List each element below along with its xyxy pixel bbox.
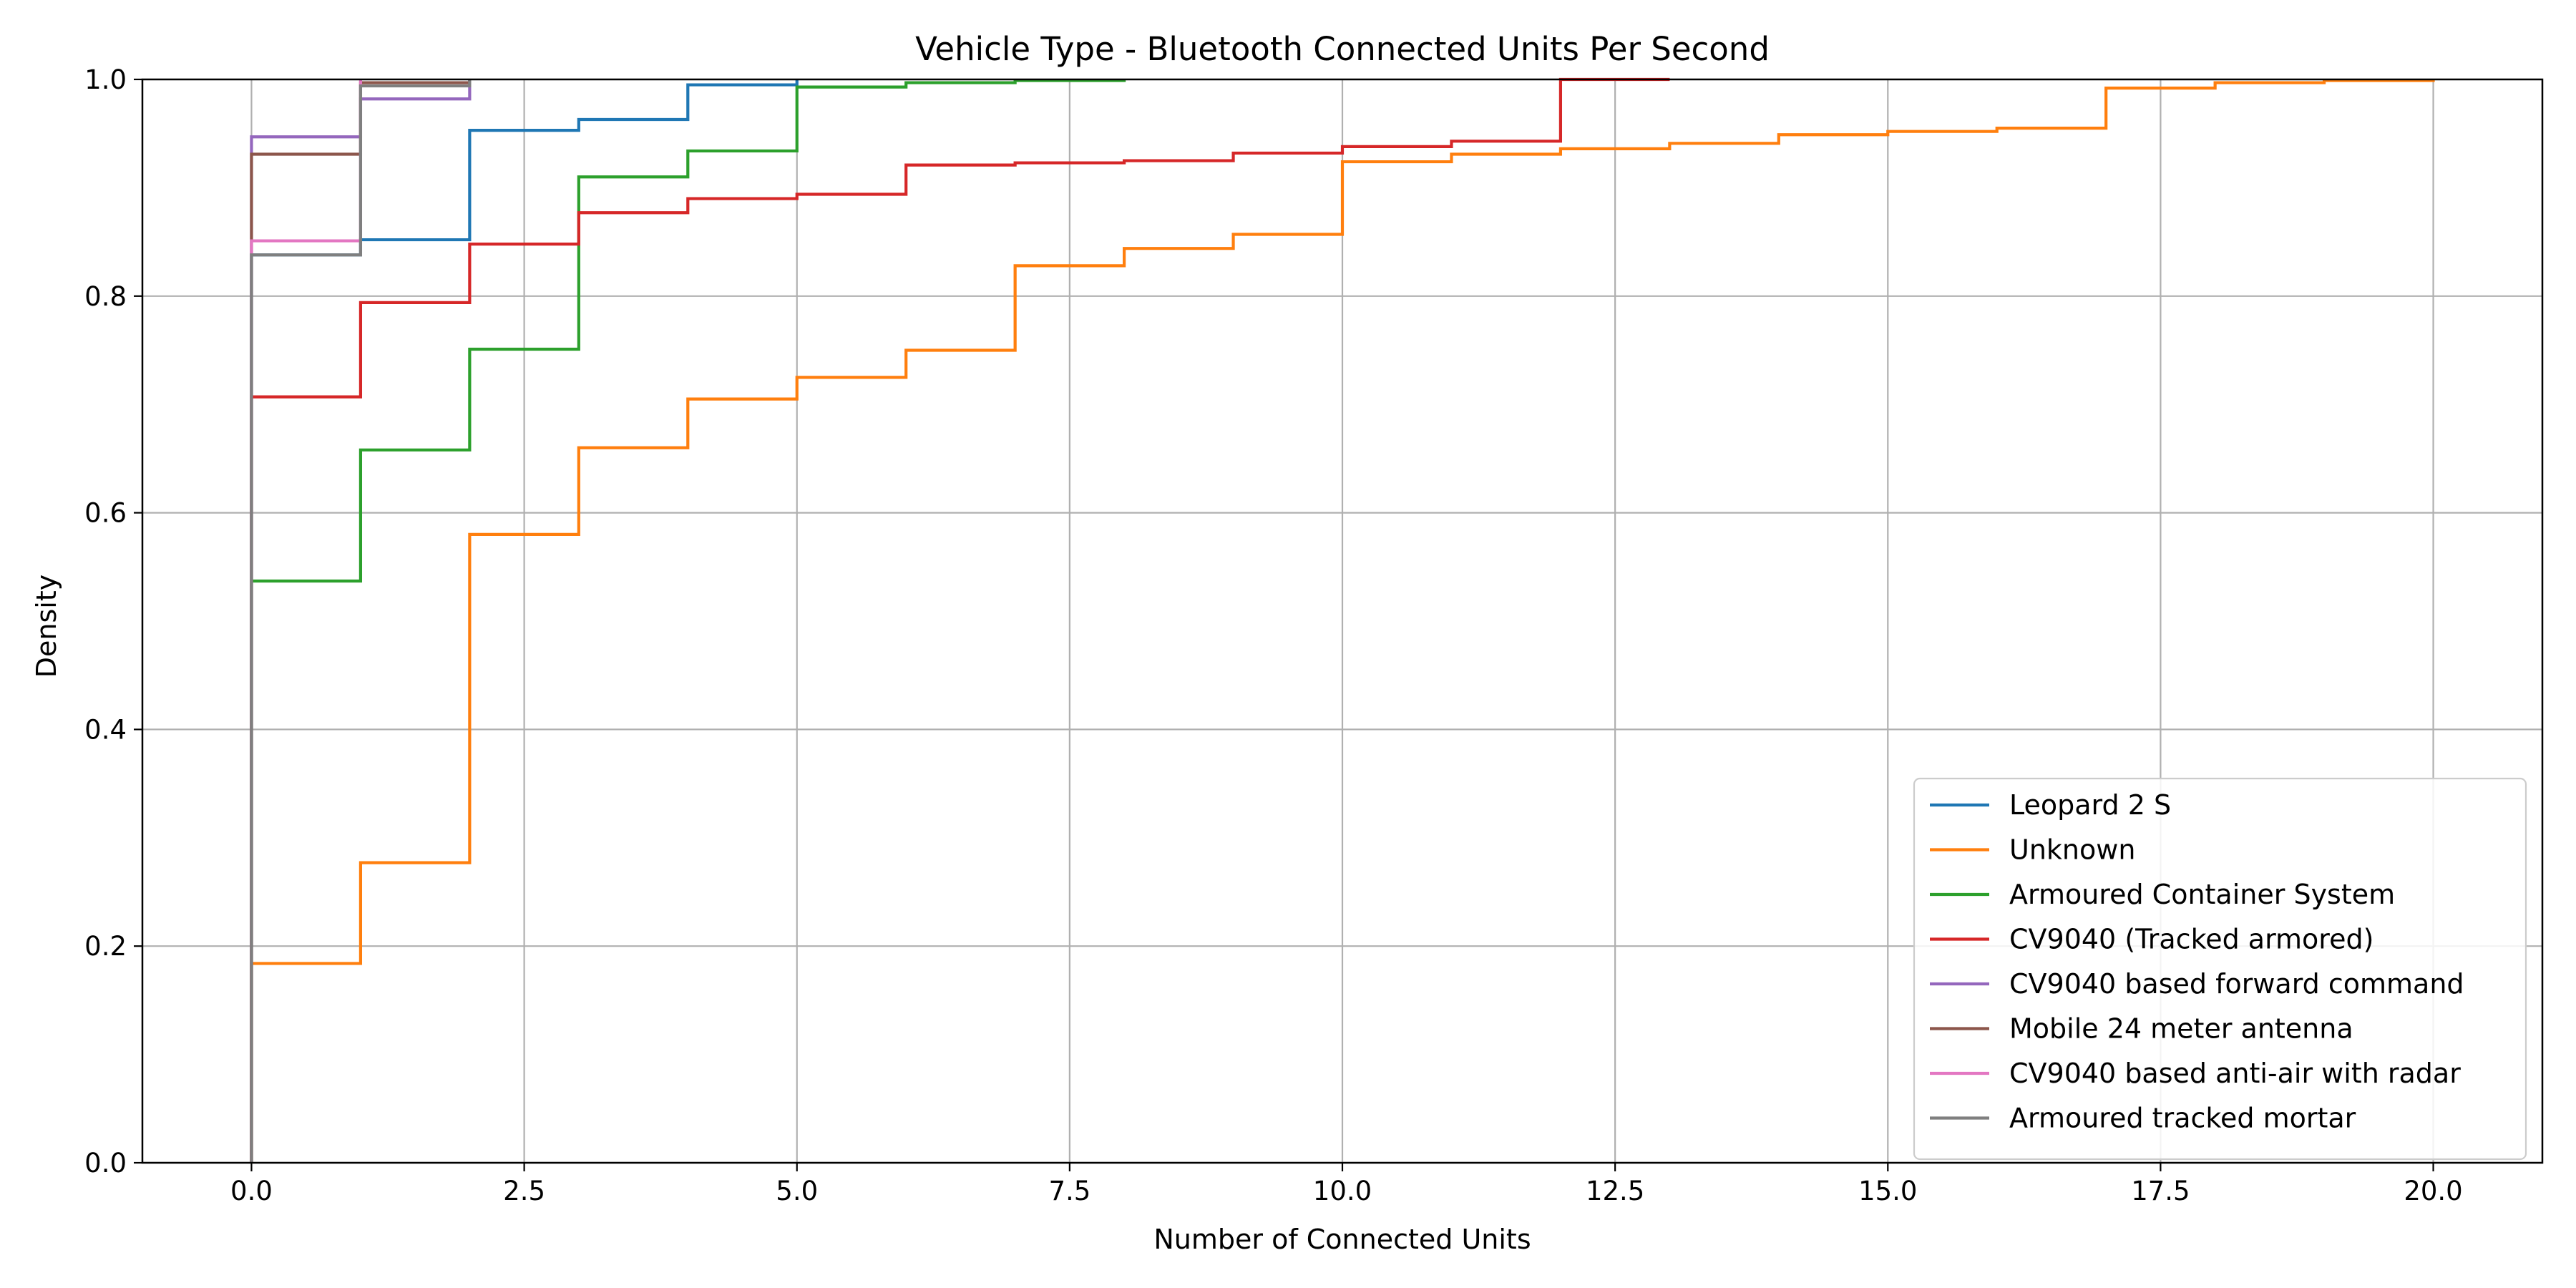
y-tick-label: 0.0	[84, 1148, 127, 1179]
x-tick-label: 15.0	[1858, 1176, 1917, 1206]
y-tick-label: 0.2	[84, 931, 127, 962]
series-layer	[250, 77, 2435, 1163]
legend: Leopard 2 S Unknown Armoured Container Sys…	[1913, 777, 2527, 1161]
y-tick-label: 1.0	[84, 64, 127, 95]
y-axis-title: Density	[31, 575, 62, 678]
x-axis: 0.0 2.5 5.0 7.5 10.0 12.5 15.0 17.5 20.0	[230, 1163, 2463, 1206]
legend-label: Armoured tracked mortar	[2009, 1103, 2356, 1134]
x-axis-title: Number of Connected Units	[1153, 1224, 1531, 1255]
x-tick-label: 7.5	[1048, 1176, 1091, 1206]
legend-label: Mobile 24 meter antenna	[2009, 1013, 2353, 1045]
y-tick-label: 0.8	[84, 281, 127, 312]
series-line-armoured-tracked-mortar	[250, 79, 472, 1163]
series-line-unknown	[250, 79, 2435, 1163]
y-axis: 0.0 0.2 0.4 0.6 0.8 1.0	[84, 64, 142, 1179]
x-tick-label: 2.5	[503, 1176, 545, 1206]
x-tick-label: 5.0	[776, 1176, 818, 1206]
legend-label: CV9040 based anti-air with radar	[2009, 1058, 2461, 1089]
chart-title: Vehicle Type - Bluetooth Connected Units…	[915, 30, 1770, 68]
series-line-armoured-container-system	[250, 79, 1126, 1163]
y-tick-label: 0.6	[84, 498, 127, 529]
x-tick-label: 20.0	[2404, 1176, 2462, 1206]
series-line-cv9040-tracked-armored	[250, 77, 1670, 1163]
legend-label: Leopard 2 S	[2009, 789, 2171, 821]
x-tick-label: 12.5	[1586, 1176, 1644, 1206]
legend-label: Armoured Container System	[2009, 879, 2395, 910]
x-tick-label: 17.5	[2131, 1176, 2190, 1206]
legend-label: Unknown	[2009, 834, 2135, 866]
y-tick-label: 0.4	[84, 714, 127, 745]
legend-box	[1913, 777, 2527, 1161]
legend-label: CV9040 (Tracked armored)	[2009, 924, 2373, 955]
x-tick-label: 0.0	[230, 1176, 273, 1206]
x-tick-label: 10.0	[1313, 1176, 1372, 1206]
legend-label: CV9040 based forward command	[2009, 968, 2464, 1000]
